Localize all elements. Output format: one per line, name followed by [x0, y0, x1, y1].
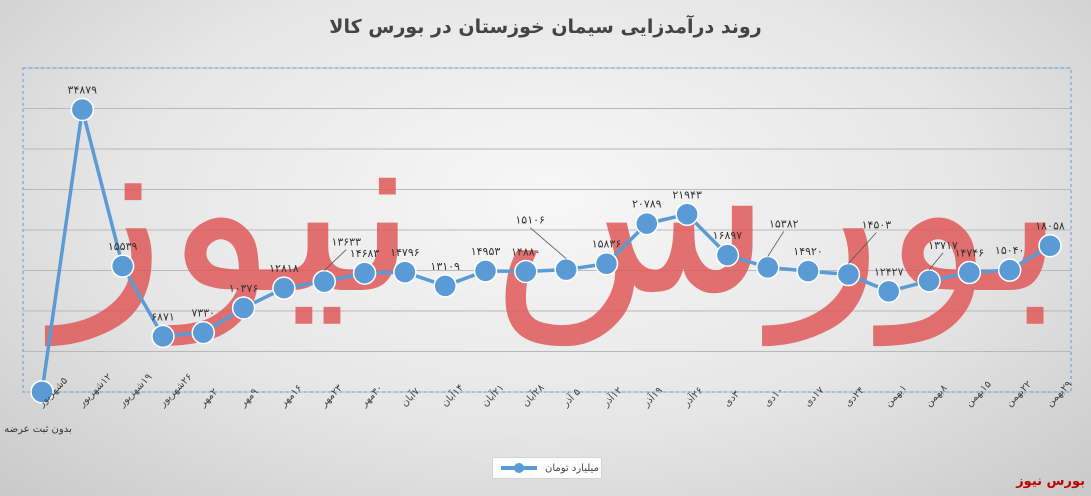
data-label: ۱۶۸۹۷ — [713, 229, 743, 242]
chart-title: روند درآمدزایی سیمان خوزستان در بورس کال… — [329, 16, 762, 38]
x-tick-label: ۹مهر — [237, 387, 260, 410]
x-tick-label: ۸بهمن — [923, 382, 950, 409]
x-tick-label: ۱۹آذر — [639, 384, 665, 410]
x-tick-label: ۱۴آبان — [438, 381, 466, 409]
label-leader-line — [529, 227, 567, 259]
data-point — [635, 211, 659, 236]
label-leader-line — [848, 232, 877, 264]
data-label: ۱۵۵۳۹ — [108, 240, 138, 253]
data-point — [272, 276, 296, 300]
x-tick-label: ۲۶آذر — [679, 384, 705, 410]
x-tick-label: ۱۹شهریور — [116, 372, 154, 410]
series-line — [30, 97, 1062, 404]
data-point — [70, 97, 95, 122]
data-point — [312, 269, 336, 294]
x-tick-label: ۱۲آذر — [599, 384, 625, 410]
data-label: ۱۴۶۸۳ — [350, 247, 380, 260]
data-label: ۱۴۷۹۶ — [390, 246, 420, 259]
x-tick-label: ۱۷دی — [802, 385, 827, 410]
data-label: ۶۸۷۱ — [151, 310, 175, 323]
x-tick-label: ۲۳مهر — [318, 382, 345, 409]
data-label: ۳۴۸۷۹ — [68, 83, 98, 96]
data-labels: بدون ثبت عرضه ۳۴۸۷۹ ۱۵۵۳۹ ۶۸۷۱ ۷۳۳۰ ۱۰۳۷۶ ۱۲۸۱… — [4, 83, 1065, 434]
data-label: ۱۲۸۱۸ — [269, 262, 299, 275]
x-tick-label: ۲۸آبان — [519, 381, 548, 410]
data-point — [393, 260, 417, 284]
x-tick-label: ۱۶مهر — [278, 383, 305, 410]
x-tick-label: ۲۲بهمن — [1004, 379, 1034, 409]
data-label: ۱۰۳۷۶ — [229, 282, 259, 295]
data-point — [554, 257, 578, 282]
x-tick-label: ۵ آذر — [558, 385, 582, 409]
x-tick-label: ۲۴دی — [843, 385, 867, 409]
x-tick-label: ۲۱آبان — [478, 381, 506, 409]
data-label: ۱۳۱۰۹ — [430, 260, 460, 273]
label-leader-line — [767, 231, 785, 257]
data-label: ۱۵۸۳۶ — [592, 238, 622, 251]
data-point — [876, 279, 901, 304]
data-label: ۱۵۳۸۲ — [769, 217, 799, 230]
data-label: ۱۴۹۲۰ — [793, 245, 823, 258]
data-label: ۱۴۹۵۳ — [471, 245, 501, 258]
data-point — [917, 269, 941, 293]
data-label: ۱۵۰۴۰ — [995, 244, 1025, 257]
data-label: ۱۴۸۸۰ — [511, 245, 541, 258]
x-tick-label: ۱۰دی — [762, 385, 786, 409]
data-point — [514, 259, 538, 284]
legend: میلیارد تومان — [492, 457, 602, 479]
x-tick-label: ۷آبان — [398, 384, 423, 409]
data-label-note: بدون ثبت عرضه — [4, 424, 72, 435]
data-point — [433, 274, 457, 298]
data-point — [191, 320, 216, 345]
data-point — [836, 262, 861, 287]
data-label: ۲۰۷۸۹ — [632, 198, 662, 211]
data-label: ۷۳۳۰ — [191, 307, 215, 320]
data-label: ۱۵۱۰۶ — [515, 214, 545, 227]
data-label: ۱۴۵۰۳ — [862, 219, 892, 232]
data-point — [675, 202, 699, 227]
label-leader-line — [323, 249, 347, 271]
data-label: ۱۳۶۳۳ — [331, 236, 361, 249]
x-tick-label: ۱۵بهمن — [964, 379, 994, 409]
data-label: ۱۸۰۵۸ — [1035, 220, 1065, 233]
x-tick-label: ۲مهر — [197, 387, 220, 410]
data-point — [594, 251, 619, 276]
data-point — [352, 261, 377, 285]
data-point — [715, 243, 740, 267]
data-point — [957, 260, 982, 285]
x-tick-label: ۱بهمن — [883, 383, 909, 409]
label-leader-line — [928, 252, 944, 271]
watermark: بورس نیوز — [44, 78, 1065, 347]
data-label: ۱۳۷۱۷ — [928, 239, 958, 252]
data-point — [30, 380, 54, 404]
data-point — [756, 255, 780, 280]
data-label: ۱۴۷۴۶ — [955, 247, 985, 260]
x-tick-label: ۱۲شهریور — [76, 372, 114, 410]
x-tick-label: ۳۰مهر — [358, 383, 385, 410]
data-point — [231, 296, 256, 320]
data-label: ۱۲۴۲۷ — [874, 265, 904, 278]
x-tick-label: ۲۶شهریور — [157, 372, 195, 410]
data-point — [151, 324, 175, 349]
data-label: ۲۱۹۴۳ — [672, 188, 702, 201]
plot-area-border — [22, 67, 1072, 393]
source-credit: بورس نیوز — [1016, 474, 1085, 489]
data-point — [473, 259, 498, 283]
legend-label: میلیارد تومان — [545, 462, 599, 474]
data-point — [796, 259, 820, 283]
data-point — [997, 258, 1022, 282]
data-point — [1038, 233, 1062, 258]
legend-swatch-icon — [499, 460, 539, 476]
data-point — [110, 254, 135, 278]
x-tick-label: ۲۹بهمن — [1044, 379, 1074, 409]
watermark-text-large: بورس نیوز — [44, 78, 1065, 347]
